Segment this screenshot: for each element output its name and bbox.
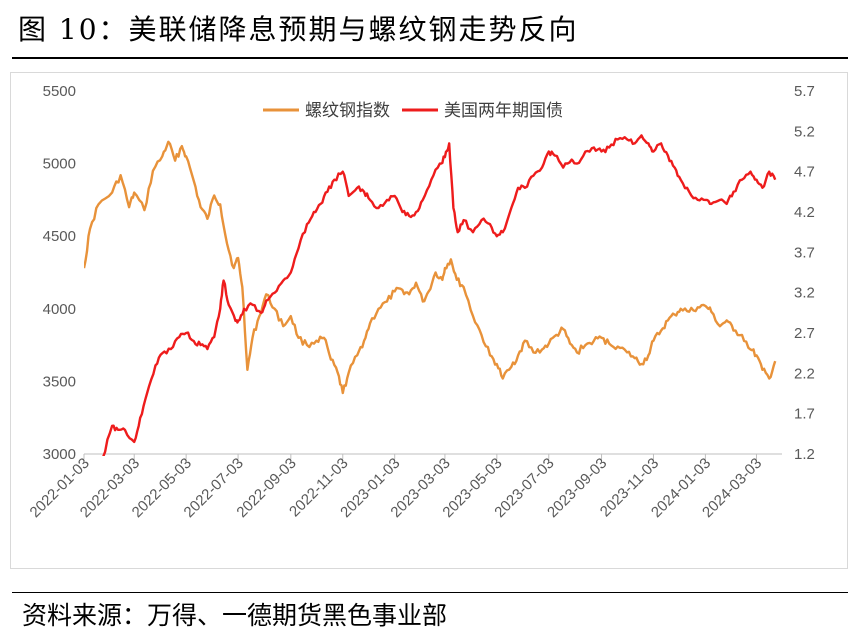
- source-note: 资料来源：万得、一德期货黑色事业部: [22, 601, 448, 630]
- right-y-axis: 1.2 1.7 2.2 2.7 3.2 3.7 4.2 4.7 5.2 5.7: [794, 83, 815, 463]
- dual-axis-line-chart: 3000 3500 4000 4500 5000 5500 1.2 1.7 2.2 2.7 3.2…: [27, 83, 815, 521]
- right-y-tick-label: 3.7: [794, 244, 815, 261]
- right-y-tick-label: 5.2: [794, 123, 815, 140]
- source-rule: [12, 592, 848, 593]
- series-line-us-2y-treasury: [102, 134, 777, 456]
- right-y-tick-label: 1.7: [794, 406, 815, 423]
- right-y-tick-label: 4.7: [794, 164, 815, 181]
- left-y-tick-label: 5000: [43, 156, 76, 173]
- chart-frame: 3000 3500 4000 4500 5000 5500 1.2 1.7 2.2 2.7 3.2…: [10, 72, 848, 569]
- right-y-tick-label: 2.2: [794, 365, 815, 382]
- left-y-tick-label: 5500: [43, 83, 76, 100]
- left-y-tick-label: 4500: [43, 228, 76, 245]
- left-y-tick-label: 4000: [43, 301, 76, 318]
- right-y-tick-label: 3.2: [794, 285, 815, 302]
- right-y-tick-label: 2.7: [794, 325, 815, 342]
- right-y-tick-label: 5.7: [794, 83, 815, 100]
- legend-label: 螺纹钢指数: [305, 101, 390, 121]
- x-axis: 2022-01-032022-03-032022-05-032022-07-03…: [27, 453, 782, 521]
- left-y-tick-label: 3000: [43, 446, 76, 463]
- right-y-tick-label: 4.2: [794, 204, 815, 221]
- legend-label: 美国两年期国债: [444, 101, 563, 121]
- series-line-rebar-index: [84, 140, 777, 395]
- right-y-tick-label: 1.2: [794, 446, 815, 463]
- figure-title: 图 10：美联储降息预期与螺纹钢走势反向: [18, 13, 579, 46]
- left-y-axis: 3000 3500 4000 4500 5000 5500: [43, 83, 76, 463]
- series-layer: [84, 134, 777, 456]
- title-rule: [12, 57, 848, 59]
- left-y-tick-label: 3500: [43, 373, 76, 390]
- legend: 螺纹钢指数 美国两年期国债: [263, 101, 563, 121]
